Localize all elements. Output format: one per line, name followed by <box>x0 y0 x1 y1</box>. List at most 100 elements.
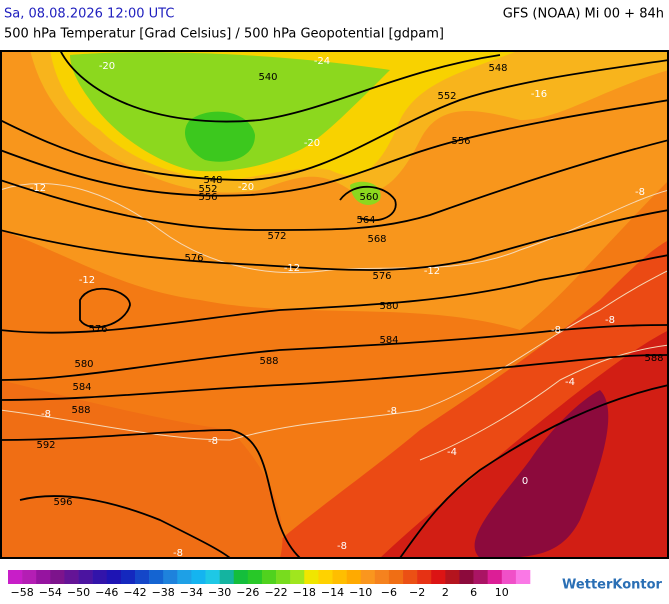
colorbar: −58 −54 −50 −46 −42 −38 −34 −30 −26 −22 −18 −14 −10−… <box>8 570 531 599</box>
color-swatch <box>177 570 192 584</box>
temperature-label: -4 <box>447 447 457 458</box>
colorbar-label: −14 <box>321 586 344 599</box>
colorbar-label: −46 <box>95 586 118 599</box>
colorbar-label: −26 <box>236 586 259 599</box>
color-swatch <box>247 570 263 584</box>
colorbar-label: −22 <box>264 586 287 599</box>
colorbar-label: −54 <box>39 586 62 599</box>
color-swatch <box>219 570 235 584</box>
temperature-label: -12 <box>79 275 95 286</box>
color-swatch <box>360 570 376 584</box>
color-swatch <box>163 570 178 584</box>
contour-label: 588 <box>71 405 90 416</box>
map: 540 548 552 556 548 552 556 560 564 568 … <box>0 50 669 559</box>
color-swatch <box>191 570 206 584</box>
temperature-label: -4 <box>565 377 575 388</box>
temperature-label: -24 <box>314 56 330 67</box>
contour-label: 576 <box>88 324 107 335</box>
temperature-label: -12 <box>284 263 300 274</box>
subtitle: 500 hPa Temperatur [Grad Celsius] / 500 … <box>4 27 444 42</box>
colorbar-label: −50 <box>67 586 90 599</box>
temperature-label: -12 <box>30 183 46 194</box>
colorbar-label: −30 <box>208 586 231 599</box>
contour-label: 584 <box>72 382 91 393</box>
colorbar-label: −2 <box>409 586 425 599</box>
contour-labels: 540 548 552 556 548 552 556 560 564 568 … <box>36 63 663 508</box>
temperature-label: -20 <box>304 138 320 149</box>
temperature-label: -8 <box>605 315 615 326</box>
contour-label: 584 <box>379 335 398 346</box>
colorbar-label: 2 <box>442 586 449 599</box>
color-swatch <box>403 570 418 584</box>
color-swatch <box>78 570 93 584</box>
color-swatch <box>445 570 460 584</box>
contour-label: 548 <box>488 63 507 74</box>
temperature-label: -8 <box>387 406 397 417</box>
colorbar-label: −34 <box>180 586 203 599</box>
color-swatch <box>149 570 164 584</box>
temperature-label: -16 <box>531 89 547 100</box>
model: GFS (NOAA) Mi 00 + 84h <box>503 7 664 22</box>
color-swatch <box>120 570 136 584</box>
temperature-label: -8 <box>337 541 347 552</box>
colorbar-label: −42 <box>123 586 146 599</box>
temperature-label: 0 <box>522 476 528 487</box>
color-swatch <box>388 570 404 584</box>
color-swatch <box>36 570 51 584</box>
color-swatch <box>346 570 362 584</box>
colorbar-label: −18 <box>293 586 316 599</box>
temperature-label: -8 <box>41 409 51 420</box>
color-swatch <box>487 570 503 584</box>
temperature-label: -8 <box>551 325 561 336</box>
contour-label: 552 <box>198 184 217 195</box>
color-swatch <box>459 570 474 584</box>
temperature-label: -8 <box>635 187 645 198</box>
colorbar-label: 10 <box>495 586 509 599</box>
contour-label: 576 <box>372 271 391 282</box>
color-swatch <box>515 570 531 584</box>
contour-label: 596 <box>53 497 72 508</box>
colorbar-label: −58 <box>10 586 33 599</box>
color-swatch <box>233 570 249 584</box>
color-swatch <box>473 570 488 584</box>
temperature-label: -20 <box>238 182 254 193</box>
color-swatch <box>304 570 319 584</box>
color-swatch <box>318 570 333 584</box>
color-swatch <box>50 570 65 584</box>
date: Sa, 08.08.2026 12:00 UTC <box>4 7 174 22</box>
temperature-labels: -24 -20 -16 -20 -20 -12 -12 -12 -12 -8 -… <box>30 56 645 559</box>
contour-label: 556 <box>451 136 470 147</box>
color-swatch <box>431 570 446 584</box>
contour-label: 556 <box>198 192 217 203</box>
contour-label: 588 <box>644 353 663 364</box>
color-swatch <box>261 570 277 584</box>
color-swatch <box>134 570 150 584</box>
color-swatch <box>8 570 23 584</box>
contour-label: 568 <box>367 234 386 245</box>
color-swatch <box>332 570 347 584</box>
contour-label: 576 <box>184 253 203 264</box>
contour-label: 580 <box>74 359 93 370</box>
contour-label: 572 <box>267 231 286 242</box>
contour-label: 564 <box>356 215 375 226</box>
contour-label: 540 <box>258 72 277 83</box>
colorbar-label: −6 <box>381 586 397 599</box>
color-swatch <box>106 570 122 584</box>
contour-label: 552 <box>437 91 456 102</box>
temperature-label: -20 <box>99 61 115 72</box>
color-swatch <box>417 570 432 584</box>
color-swatch <box>290 570 305 584</box>
colorbar-label: −10 <box>349 586 372 599</box>
color-swatch <box>374 570 390 584</box>
contour-label: 560 <box>359 192 378 203</box>
color-swatch <box>22 570 37 584</box>
color-swatch <box>501 570 517 584</box>
color-swatch <box>92 570 108 584</box>
logo: WetterKontor <box>562 578 663 593</box>
contour-label: 580 <box>379 301 398 312</box>
color-swatch <box>205 570 220 584</box>
temperature-label: -8 <box>208 436 218 447</box>
temperature-label: -8 <box>173 548 183 559</box>
colorbar-label: 6 <box>470 586 477 599</box>
